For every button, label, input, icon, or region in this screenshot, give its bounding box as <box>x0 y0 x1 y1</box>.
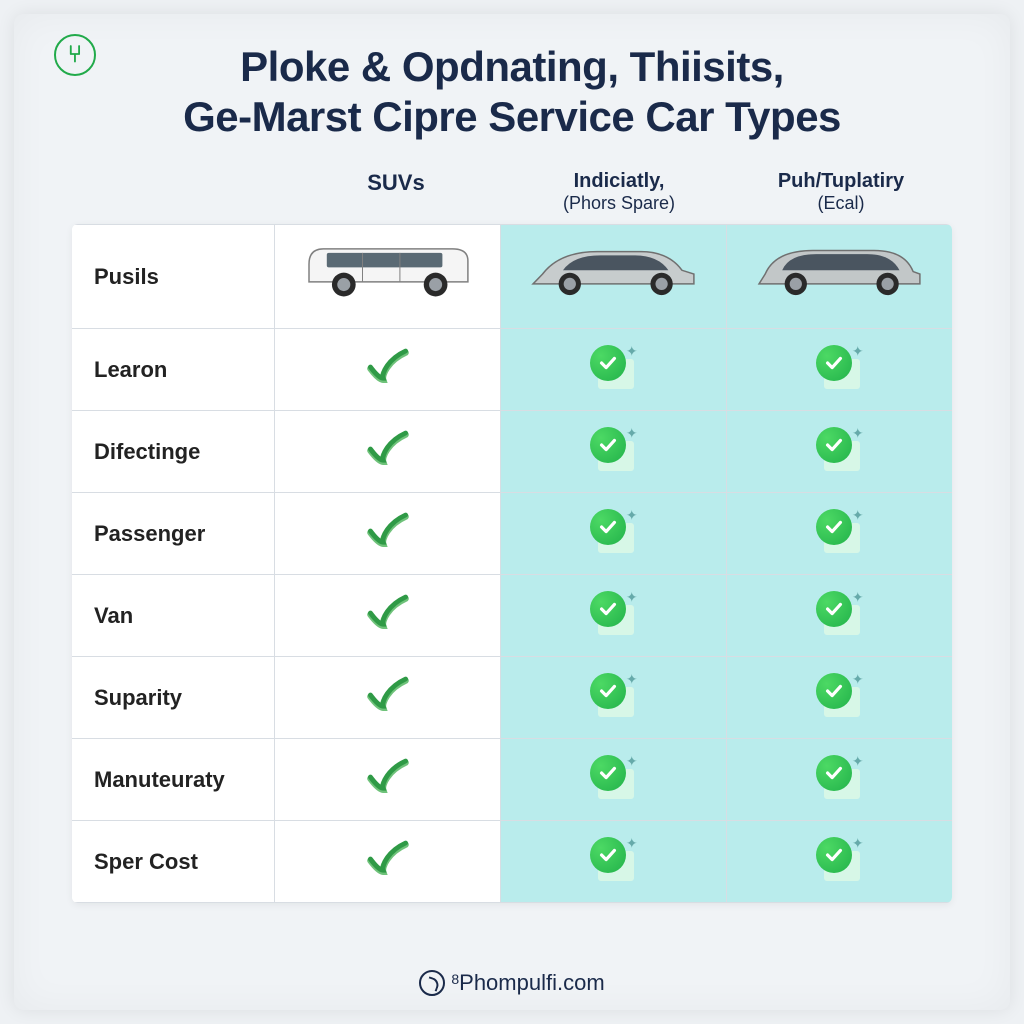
check-swoosh-icon <box>364 784 412 801</box>
cell-check <box>275 657 501 739</box>
cell-check <box>275 739 501 821</box>
check-swoosh-icon <box>364 620 412 637</box>
check-badge-icon: ✦ <box>588 345 640 389</box>
col-header-3-label: Puh/Tuplatiry <box>778 170 904 192</box>
check-swoosh-icon <box>364 702 412 719</box>
car-illustration-icon <box>529 243 699 310</box>
check-badge-icon: ✦ <box>588 509 640 553</box>
row-label: Van <box>72 575 275 657</box>
cell-check <box>275 329 501 411</box>
page-title: Ploke & Opdnating, Thiisits, Ge-Marst Ci… <box>14 14 1010 143</box>
check-badge-icon: ✦ <box>814 509 866 553</box>
footer-text: Phompulfi.com <box>459 970 605 995</box>
check-badge-icon: ✦ <box>814 837 866 881</box>
col-header-1-label: SUVs <box>367 170 424 195</box>
row-label: Sper Cost <box>72 821 275 903</box>
cell-check <box>275 575 501 657</box>
footer-sup: 8 <box>451 971 459 987</box>
footer-logo-icon <box>419 970 445 996</box>
col-header-3-sub: (Ecal) <box>730 193 952 214</box>
cell-check: ✦ <box>727 575 952 657</box>
cell-check: ✦ <box>727 329 952 411</box>
cell-check <box>275 411 501 493</box>
cell-check <box>275 821 501 903</box>
check-badge-icon: ✦ <box>814 427 866 471</box>
car-illustration-icon <box>755 243 925 310</box>
check-badge-icon: ✦ <box>588 591 640 635</box>
check-badge-icon: ✦ <box>588 673 640 717</box>
brand-logo-icon: ⑂ <box>54 34 96 76</box>
cell-car-2 <box>501 225 727 329</box>
row-label: Manuteuraty <box>72 739 275 821</box>
check-badge-icon: ✦ <box>814 755 866 799</box>
cell-check: ✦ <box>727 657 952 739</box>
row-label: Suparity <box>72 657 275 739</box>
title-line-1: Ploke & Opdnating, Thiisits, <box>240 43 784 90</box>
cell-car-1 <box>275 225 501 329</box>
check-badge-icon: ✦ <box>814 591 866 635</box>
infographic-frame: ⑂ Ploke & Opdnating, Thiisits, Ge-Marst … <box>14 14 1010 1010</box>
cell-check: ✦ <box>501 657 727 739</box>
cell-check: ✦ <box>501 821 727 903</box>
cell-check <box>275 493 501 575</box>
cell-check: ✦ <box>501 493 727 575</box>
row-label: Passenger <box>72 493 275 575</box>
check-swoosh-icon <box>364 456 412 473</box>
col-header-2-label: Indiciatly, <box>574 170 665 192</box>
cell-car-3 <box>727 225 952 329</box>
cell-check: ✦ <box>501 575 727 657</box>
col-header-2: Indiciatly, (Phors Spare) <box>508 170 730 214</box>
cell-check: ✦ <box>727 821 952 903</box>
row-label: Difectinge <box>72 411 275 493</box>
check-badge-icon: ✦ <box>814 673 866 717</box>
check-badge-icon: ✦ <box>588 755 640 799</box>
check-badge-icon: ✦ <box>588 427 640 471</box>
column-headers: SUVs Indiciatly, (Phors Spare) Puh/Tupla… <box>72 170 952 214</box>
logo-glyph: ⑂ <box>68 42 82 69</box>
car-illustration-icon <box>303 241 473 312</box>
cell-check: ✦ <box>501 411 727 493</box>
cell-check: ✦ <box>727 739 952 821</box>
col-header-3: Puh/Tuplatiry (Ecal) <box>730 170 952 214</box>
check-badge-icon: ✦ <box>814 345 866 389</box>
check-badge-icon: ✦ <box>588 837 640 881</box>
col-header-1: SUVs <box>284 170 508 214</box>
check-swoosh-icon <box>364 538 412 555</box>
title-line-2: Ge-Marst Cipre Service Car Types <box>183 93 841 140</box>
row-label-images: Pusils <box>72 225 275 329</box>
col-header-blank <box>72 170 284 214</box>
row-label: Learon <box>72 329 275 411</box>
cell-check: ✦ <box>727 411 952 493</box>
check-swoosh-icon <box>364 866 412 883</box>
cell-check: ✦ <box>501 739 727 821</box>
col-header-2-sub: (Phors Spare) <box>508 193 730 214</box>
check-swoosh-icon <box>364 374 412 391</box>
footer-attribution: 8Phompulfi.com <box>14 970 1010 996</box>
cell-check: ✦ <box>501 329 727 411</box>
cell-check: ✦ <box>727 493 952 575</box>
comparison-table: Pusils Learon ✦ <box>72 224 952 903</box>
